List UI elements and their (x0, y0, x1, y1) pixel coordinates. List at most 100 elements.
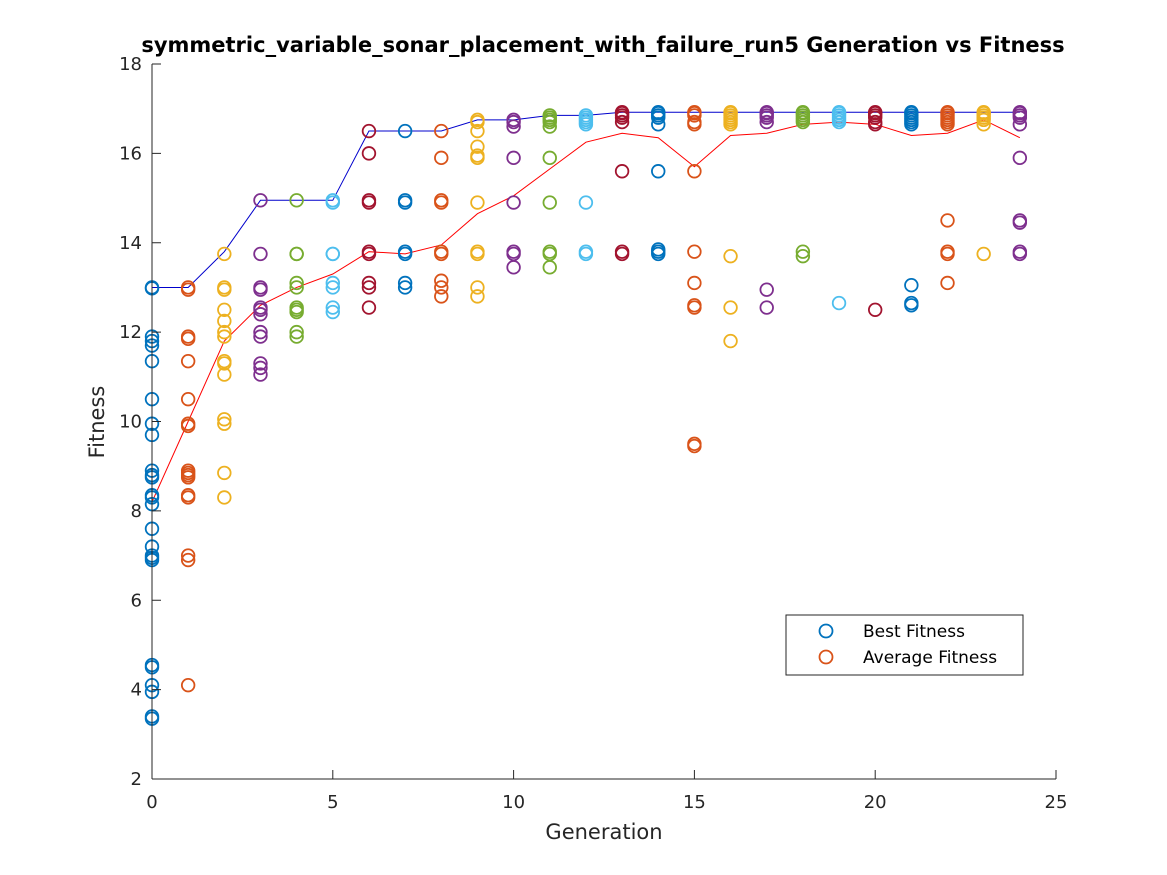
data-point (253, 356, 268, 371)
data-point (253, 324, 268, 340)
generation-0-points (144, 280, 160, 726)
data-point (940, 213, 955, 228)
data-point (434, 195, 449, 210)
data-point (723, 248, 738, 264)
data-point (614, 164, 630, 179)
plot-area: 0 5 10 15 20 25 2 4 6 8 10 12 14 16 18 (119, 54, 1067, 813)
data-point (687, 117, 702, 132)
data-point (1012, 150, 1028, 166)
data-point (434, 246, 449, 262)
data-point (217, 367, 232, 382)
data-point (904, 278, 919, 293)
data-point (578, 195, 594, 210)
data-point (976, 117, 991, 132)
data-point (651, 164, 666, 179)
data-point (759, 110, 774, 125)
data-point (651, 117, 666, 132)
generation-13-points (614, 105, 630, 262)
data-point (361, 146, 377, 161)
data-point (976, 246, 991, 262)
data-point (687, 438, 702, 454)
data-point (217, 324, 232, 340)
data-point (289, 246, 304, 262)
data-point (723, 333, 738, 349)
data-point (542, 150, 557, 166)
data-point (976, 112, 991, 128)
generation-2-points (217, 246, 232, 505)
data-point (325, 280, 341, 295)
data-point (831, 295, 847, 311)
data-point (253, 246, 268, 262)
generation-3-points (253, 193, 268, 382)
data-point (868, 117, 883, 132)
y-tick-label: 16 (119, 143, 142, 164)
generation-20-points (868, 105, 883, 317)
data-point (940, 246, 955, 262)
data-point (506, 119, 521, 134)
generation-22-points (940, 105, 955, 291)
data-point (325, 195, 341, 210)
data-point (289, 280, 304, 295)
data-point (361, 123, 377, 139)
data-point (180, 470, 196, 485)
data-point (904, 117, 919, 132)
data-point (180, 282, 196, 297)
data-point (253, 282, 268, 297)
generation-19-points (831, 105, 847, 311)
data-point (361, 300, 377, 315)
data-point (325, 246, 341, 262)
data-point (542, 260, 557, 275)
data-point (217, 282, 232, 297)
data-point (759, 282, 774, 297)
data-point (434, 123, 449, 139)
data-point (180, 391, 196, 407)
generation-12-points (578, 108, 594, 262)
generation-11-points (542, 108, 557, 275)
data-point (651, 110, 666, 125)
data-point (940, 275, 955, 291)
data-point (759, 300, 774, 315)
data-point (325, 275, 341, 291)
legend: Best Fitness Average Fitness (785, 614, 1024, 676)
data-point (831, 114, 847, 130)
data-point (253, 329, 268, 344)
data-point (470, 195, 485, 210)
data-point (687, 108, 702, 123)
data-point (614, 114, 630, 130)
data-point (217, 416, 232, 431)
data-point (217, 412, 232, 427)
data-point (1012, 110, 1028, 125)
data-point (506, 195, 521, 210)
generation-9-points (470, 112, 485, 304)
data-point (1012, 215, 1028, 230)
y-axis-label: Fitness (85, 386, 109, 459)
data-point (614, 110, 630, 125)
x-tick-label: 10 (502, 792, 525, 813)
y-tick-label: 12 (119, 322, 142, 343)
data-point (217, 302, 232, 317)
generation-6-points (361, 123, 377, 315)
data-point (361, 275, 377, 291)
data-point (795, 114, 811, 130)
data-point (434, 150, 449, 166)
y-tick-label: 8 (131, 501, 142, 522)
y-tick-label: 14 (119, 233, 142, 254)
y-tick-label: 18 (119, 54, 142, 75)
data-point (397, 195, 413, 210)
data-point (614, 246, 630, 262)
data-point (868, 302, 883, 317)
generation-7-points (397, 123, 413, 295)
data-point (1012, 246, 1028, 262)
data-point (217, 490, 232, 505)
data-point (470, 280, 485, 295)
generation-24-points (1012, 105, 1028, 262)
generation-21-points (904, 105, 919, 313)
data-point (723, 300, 738, 315)
x-tick-label: 25 (1045, 792, 1068, 813)
data-point (397, 123, 413, 139)
data-point (361, 246, 377, 262)
data-point (180, 353, 196, 369)
data-point (868, 110, 883, 125)
data-point (542, 195, 557, 210)
generation-18-points (795, 105, 811, 264)
